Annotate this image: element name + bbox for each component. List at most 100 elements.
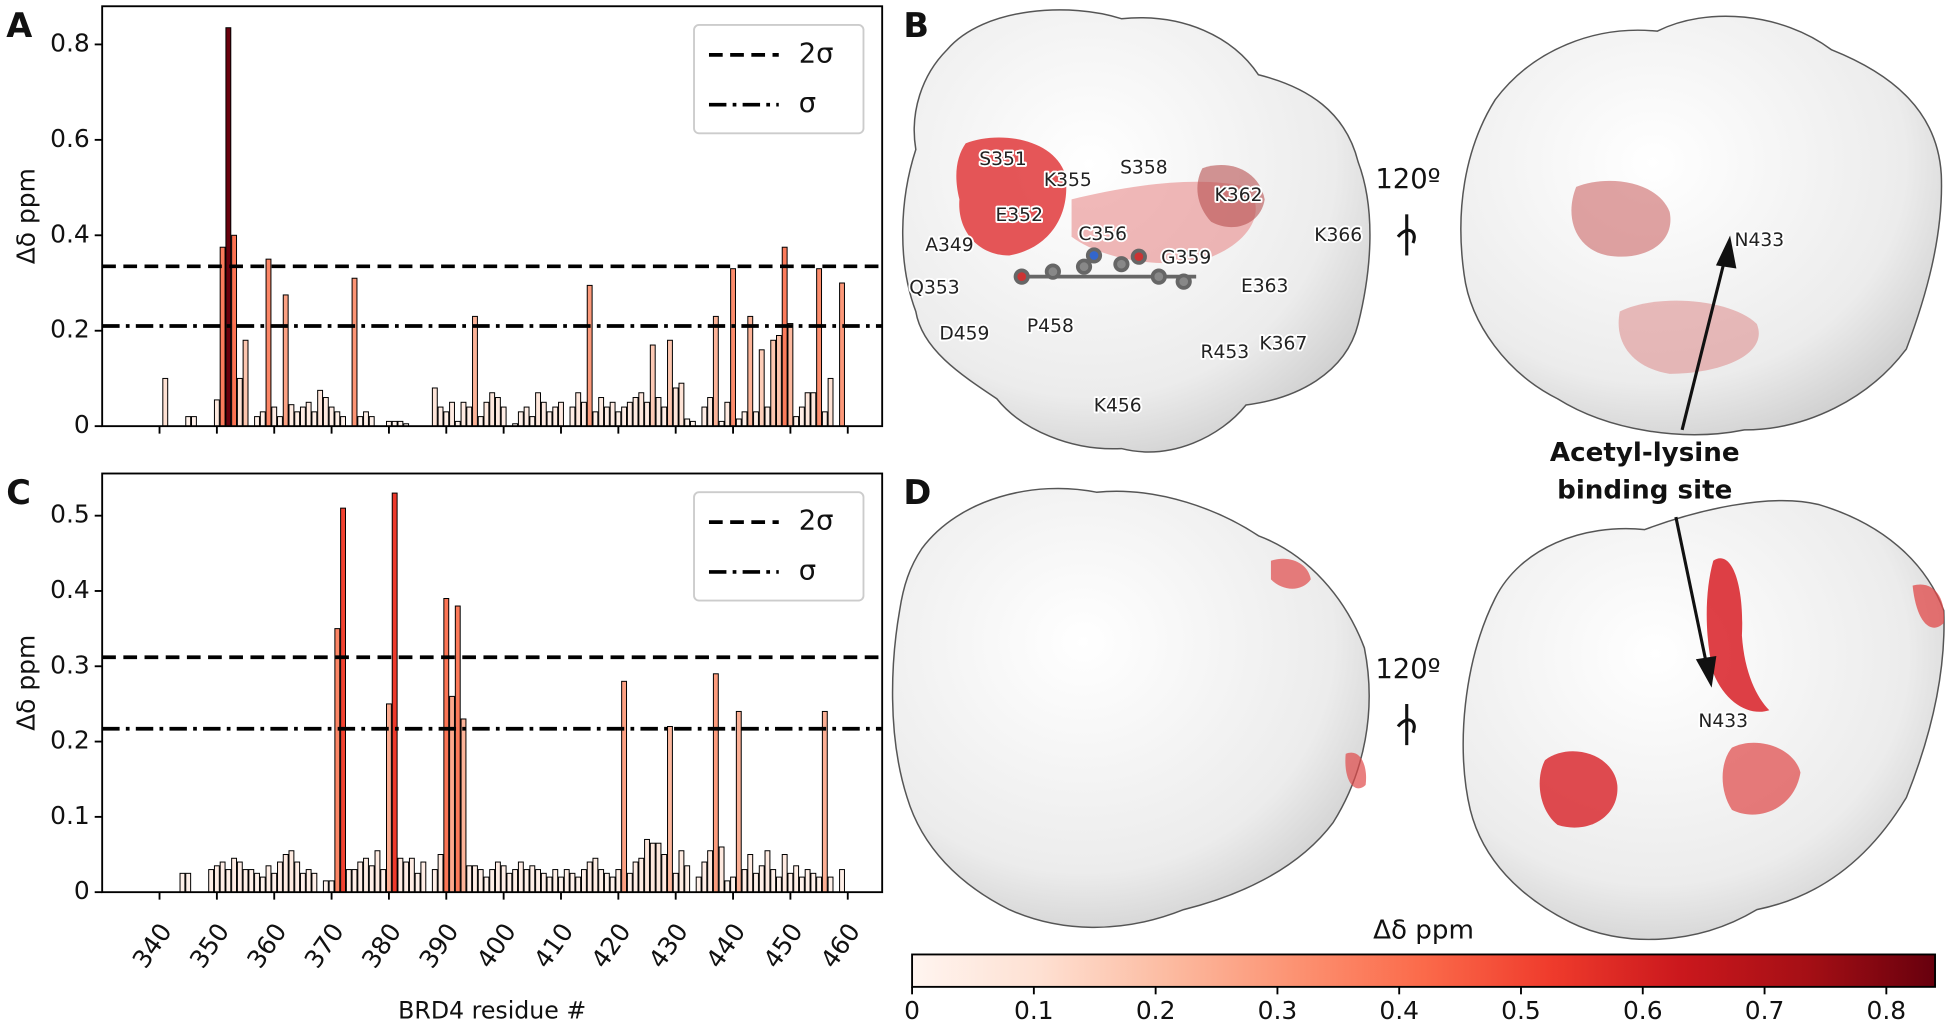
bar bbox=[655, 397, 662, 427]
bar bbox=[340, 416, 346, 427]
x-tick-label: 440 bbox=[700, 918, 751, 974]
panel-letter: C bbox=[6, 473, 31, 512]
bar bbox=[609, 401, 616, 427]
bar bbox=[684, 418, 691, 427]
surface-patch bbox=[956, 137, 1067, 256]
bar bbox=[776, 876, 782, 893]
bar bbox=[477, 416, 484, 427]
bar bbox=[741, 411, 748, 427]
bar bbox=[437, 406, 444, 427]
bar bbox=[735, 710, 742, 893]
bar bbox=[753, 872, 759, 893]
bar bbox=[827, 876, 834, 893]
bar bbox=[472, 315, 478, 427]
bar bbox=[741, 869, 748, 893]
bar bbox=[368, 865, 375, 893]
bar bbox=[231, 857, 238, 893]
bar bbox=[236, 377, 243, 427]
colorbar bbox=[911, 953, 1936, 988]
bar bbox=[523, 406, 530, 427]
bar bbox=[368, 416, 375, 427]
bar bbox=[231, 234, 238, 427]
bar bbox=[626, 872, 633, 893]
bar bbox=[328, 406, 335, 427]
bar bbox=[747, 854, 754, 893]
bar bbox=[213, 399, 220, 427]
y-tick-label: 0.8 bbox=[50, 28, 90, 57]
surface-patch bbox=[1706, 558, 1770, 712]
bar bbox=[707, 850, 714, 893]
bar bbox=[322, 397, 329, 427]
bar bbox=[282, 854, 289, 893]
bar bbox=[466, 406, 473, 427]
bar bbox=[558, 876, 564, 893]
bar bbox=[810, 872, 817, 893]
bar bbox=[311, 872, 318, 893]
bar bbox=[701, 406, 708, 427]
bar bbox=[512, 869, 519, 893]
residue-label: E352 bbox=[995, 205, 1042, 226]
bar bbox=[472, 865, 478, 893]
bar bbox=[185, 416, 192, 427]
bar bbox=[804, 869, 811, 893]
surface-patch bbox=[1912, 584, 1945, 628]
bar bbox=[443, 411, 450, 427]
bar bbox=[225, 869, 232, 893]
bar bbox=[242, 339, 249, 427]
bar bbox=[500, 406, 507, 427]
x-tick-label: 340 bbox=[127, 918, 178, 974]
bar bbox=[466, 865, 473, 893]
bar bbox=[517, 861, 524, 893]
residue-label: K456 bbox=[1094, 396, 1142, 417]
surface-patch bbox=[1197, 165, 1265, 228]
bar bbox=[242, 869, 249, 893]
bar bbox=[305, 869, 312, 893]
bar bbox=[259, 411, 266, 427]
x-tick-label: 370 bbox=[299, 918, 350, 974]
bar bbox=[776, 334, 782, 427]
residue-label: Q353 bbox=[909, 277, 959, 298]
annotation: binding site bbox=[1557, 475, 1732, 505]
bar bbox=[816, 268, 823, 427]
bar bbox=[712, 673, 719, 893]
bar bbox=[483, 876, 490, 893]
x-tick-label: 390 bbox=[413, 918, 464, 974]
bar bbox=[540, 872, 547, 893]
bar bbox=[615, 411, 622, 427]
bar bbox=[345, 869, 352, 893]
plot-frame bbox=[101, 472, 884, 894]
surface-d-right bbox=[1462, 499, 1945, 941]
bar bbox=[638, 857, 645, 893]
bar bbox=[489, 392, 496, 427]
legend-label: σ bbox=[799, 88, 816, 119]
residue-label: K367 bbox=[1259, 333, 1307, 354]
bar bbox=[718, 846, 725, 893]
bar bbox=[667, 339, 673, 427]
bar bbox=[334, 628, 341, 893]
y-tick-label: 0.1 bbox=[50, 801, 90, 830]
bar bbox=[661, 406, 668, 427]
bar bbox=[437, 854, 444, 893]
panel-letter: D bbox=[903, 473, 931, 512]
bar bbox=[581, 869, 587, 893]
bar bbox=[753, 411, 759, 427]
bar bbox=[661, 854, 668, 893]
bar bbox=[454, 605, 461, 893]
bar bbox=[460, 401, 467, 427]
bar bbox=[827, 377, 834, 427]
x-tick-label: 380 bbox=[356, 918, 407, 974]
bar bbox=[575, 392, 582, 427]
bar bbox=[816, 876, 823, 893]
legend-label: 2σ bbox=[799, 38, 834, 69]
bar bbox=[311, 411, 318, 427]
bar bbox=[288, 404, 295, 427]
bar bbox=[621, 680, 628, 893]
bar bbox=[357, 861, 364, 893]
bar bbox=[798, 406, 805, 427]
bar bbox=[730, 876, 736, 893]
bar bbox=[271, 406, 278, 427]
x-tick-label: 360 bbox=[241, 918, 292, 974]
bar bbox=[248, 869, 255, 893]
panel-letter: B bbox=[903, 6, 929, 45]
bar bbox=[609, 876, 616, 893]
